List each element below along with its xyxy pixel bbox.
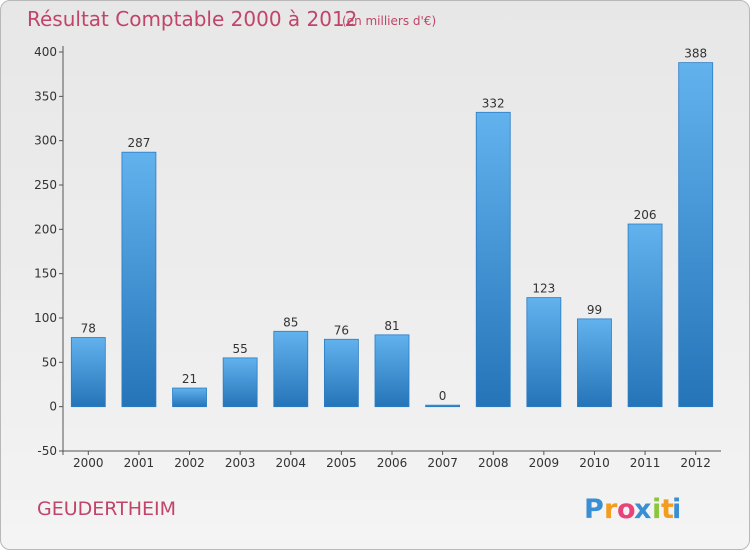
logo-letter: P [584, 494, 604, 525]
data-label-2001: 287 [127, 136, 150, 150]
bar-2000 [70, 337, 106, 408]
bar-2004 [273, 330, 309, 408]
x-tick-label-2003: 2003 [225, 456, 256, 470]
data-label-2012: 388 [684, 47, 707, 61]
x-tick-label-2005: 2005 [326, 456, 357, 470]
y-tick-label: 50 [42, 355, 57, 369]
data-label-2009: 123 [532, 282, 555, 296]
x-axis-ticks: 2000 2001 2002 2003 2004 2005 2006 2007 2008 2009… [73, 451, 711, 470]
y-tick-label: -50 [37, 444, 57, 458]
x-tick-label-2004: 2004 [275, 456, 306, 470]
y-tick-label: 100 [34, 311, 57, 325]
x-tick-label-2001: 2001 [124, 456, 155, 470]
data-label-2003: 55 [233, 342, 248, 356]
data-label-2000: 78 [81, 322, 96, 336]
data-label-2005: 76 [334, 323, 349, 337]
bar-2001 [121, 151, 157, 408]
data-label-2011: 206 [634, 208, 657, 222]
x-tick-label-2002: 2002 [174, 456, 205, 470]
x-tick-label-2008: 2008 [478, 456, 509, 470]
bar-2010 [577, 318, 612, 408]
chart-title: Résultat Comptable 2000 à 2012 (en milli… [27, 7, 436, 31]
chart-title-main: Résultat Comptable 2000 à 2012 [27, 7, 357, 31]
x-tick-label-2000: 2000 [73, 456, 104, 470]
y-tick-label: 150 [34, 267, 57, 281]
data-label-2006: 81 [384, 319, 399, 333]
bars [70, 62, 714, 408]
bar-2007 [425, 404, 461, 408]
y-tick-label: 350 [34, 89, 57, 103]
value-labels: 78 287 21 55 85 76 81 0 332 123 99 206 388 [81, 47, 707, 404]
y-tick-label: 0 [49, 400, 57, 414]
data-label-2004: 85 [283, 315, 298, 329]
logo-letter: o [617, 494, 636, 525]
logo-letter: t [661, 494, 674, 525]
commune-name: GEUDERTHEIM [37, 498, 176, 520]
x-tick-label-2006: 2006 [377, 456, 408, 470]
logo-letter: i [652, 494, 661, 525]
x-tick-label-2009: 2009 [529, 456, 560, 470]
y-tick-label: 400 [34, 45, 57, 59]
x-tick-label-2012: 2012 [680, 456, 711, 470]
data-label-2010: 99 [587, 303, 602, 317]
bar-2011 [627, 223, 663, 408]
bar-2005 [323, 338, 359, 408]
logo-letter: x [634, 494, 651, 525]
bar-2006 [374, 334, 410, 408]
data-label-2008: 332 [482, 96, 505, 110]
data-label-2007: 0 [439, 389, 447, 403]
y-axis-ticks: -50 0 50 100 150 200 250 300 350 400 [34, 45, 63, 458]
chart-title-unit: (en milliers d'€) [342, 14, 436, 28]
bar-2003 [222, 357, 258, 408]
data-label-2002: 21 [182, 372, 197, 386]
bar-2009 [526, 297, 562, 408]
x-tick-label-2007: 2007 [427, 456, 458, 470]
y-tick-label: 300 [34, 134, 57, 148]
x-tick-label-2010: 2010 [579, 456, 610, 470]
y-tick-label: 250 [34, 178, 57, 192]
bar-2002 [172, 387, 207, 408]
logo-letter: r [604, 494, 618, 525]
y-tick-label: 200 [34, 222, 57, 236]
x-tick-label-2011: 2011 [630, 456, 661, 470]
bar-2008 [475, 111, 511, 408]
logo-letter: i [672, 494, 681, 525]
bar-2012 [678, 62, 714, 408]
